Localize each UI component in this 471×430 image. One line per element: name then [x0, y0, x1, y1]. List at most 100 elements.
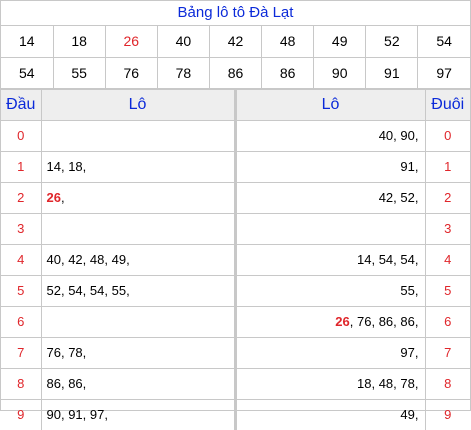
lo-number: 86	[379, 314, 393, 329]
board-title: Bảng lô tô Đà Lạt	[1, 1, 470, 26]
lo-number: 14	[357, 252, 371, 267]
lo-number: 97	[400, 345, 414, 360]
lo-number: 40	[379, 128, 393, 143]
dau-digit: 6	[1, 306, 41, 337]
number-cell: 14	[1, 26, 53, 57]
dau-digit: 1	[1, 151, 41, 182]
header-lo-right: Lô	[235, 89, 425, 120]
lo-right-cell: 40, 90,	[235, 120, 425, 151]
dau-digit: 4	[1, 244, 41, 275]
lo-number: 49	[400, 407, 414, 422]
number-cell: 40	[157, 26, 209, 57]
number-cell: 54	[418, 26, 470, 57]
dau-digit: 2	[1, 182, 41, 213]
number-cell: 86	[209, 57, 261, 88]
lo-number: 48	[90, 252, 104, 267]
lo-right-cell: 18, 48, 78,	[235, 368, 425, 399]
dau-digit: 5	[1, 275, 41, 306]
lo-number: 18	[68, 159, 82, 174]
lo-number: 52	[47, 283, 61, 298]
number-cell: 97	[418, 57, 470, 88]
duoi-digit: 4	[425, 244, 470, 275]
number-cell: 54	[1, 57, 53, 88]
lo-number: 26	[335, 314, 349, 329]
duoi-digit: 1	[425, 151, 470, 182]
dau-digit: 9	[1, 399, 41, 430]
number-cell: 42	[209, 26, 261, 57]
number-cell: 90	[314, 57, 366, 88]
duoi-digit: 7	[425, 337, 470, 368]
table-header-row: Đầu Lô Lô Đuôi	[1, 89, 470, 120]
number-cell: 26	[105, 26, 157, 57]
lo-right-cell: 55,	[235, 275, 425, 306]
lo-left-cell: 86, 86,	[41, 368, 235, 399]
lo-number: 54	[68, 283, 82, 298]
number-cell: 78	[157, 57, 209, 88]
duoi-digit: 8	[425, 368, 470, 399]
duoi-digit: 9	[425, 399, 470, 430]
lo-left-cell: 14, 18,	[41, 151, 235, 182]
lo-number: 86	[68, 376, 82, 391]
lo-number: 78	[400, 376, 414, 391]
lo-right-cell: 91,	[235, 151, 425, 182]
lo-number: 55	[112, 283, 126, 298]
lo-number: 14	[47, 159, 61, 174]
number-cell: 52	[366, 26, 418, 57]
lo-number: 54	[400, 252, 414, 267]
number-cell: 49	[314, 26, 366, 57]
lo-number: 76	[357, 314, 371, 329]
lo-number: 52	[400, 190, 414, 205]
number-cell: 86	[262, 57, 314, 88]
duoi-digit: 3	[425, 213, 470, 244]
dau-digit: 3	[1, 213, 41, 244]
lo-number: 54	[379, 252, 393, 267]
lo-number: 49	[112, 252, 126, 267]
number-cell: 18	[53, 26, 105, 57]
dau-digit: 0	[1, 120, 41, 151]
lo-left-cell: 76, 78,	[41, 337, 235, 368]
lo-left-cell: 90, 91, 97,	[41, 399, 235, 430]
duoi-digit: 5	[425, 275, 470, 306]
lo-number: 76	[47, 345, 61, 360]
lo-right-cell: 14, 54, 54,	[235, 244, 425, 275]
lo-number: 18	[357, 376, 371, 391]
lo-number: 90	[400, 128, 414, 143]
lo-number: 54	[90, 283, 104, 298]
lo-right-cell: 49,	[235, 399, 425, 430]
header-dau: Đầu	[1, 89, 41, 120]
dau-digit: 7	[1, 337, 41, 368]
number-cell: 91	[366, 57, 418, 88]
lo-number: 90	[47, 407, 61, 422]
lo-number: 97	[90, 407, 104, 422]
lo-number: 86	[47, 376, 61, 391]
lo-number: 42	[68, 252, 82, 267]
lo-left-cell: 52, 54, 54, 55,	[41, 275, 235, 306]
lo-left-cell: 26,	[41, 182, 235, 213]
lo-right-cell: 97,	[235, 337, 425, 368]
lo-number: 26	[47, 190, 61, 205]
lo-right-cell	[235, 213, 425, 244]
lo-number: 86	[400, 314, 414, 329]
lo-number: 78	[68, 345, 82, 360]
number-cell: 48	[262, 26, 314, 57]
duoi-digit: 0	[425, 120, 470, 151]
lo-number: 40	[47, 252, 61, 267]
duoi-digit: 2	[425, 182, 470, 213]
lo-left-cell	[41, 213, 235, 244]
lo-left-cell	[41, 120, 235, 151]
lo-number: 48	[379, 376, 393, 391]
